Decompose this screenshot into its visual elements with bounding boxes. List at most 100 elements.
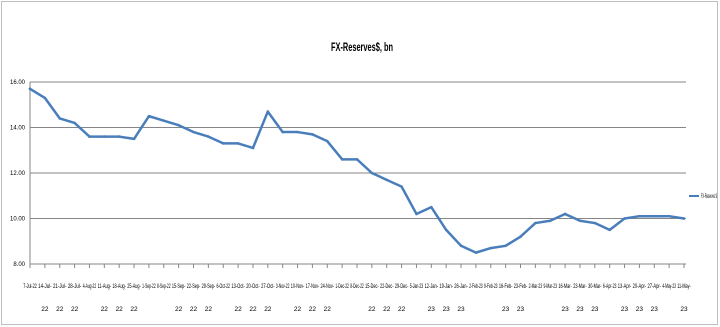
data-point bbox=[266, 110, 270, 113]
x-tick-label: 21-Jul-22 bbox=[53, 283, 67, 313]
x-tick-label: 11-Aug-22 bbox=[98, 283, 112, 313]
data-point bbox=[28, 87, 32, 91]
x-tick-label: 2-Feb-23 bbox=[469, 283, 483, 290]
data-point bbox=[296, 130, 299, 134]
data-point bbox=[281, 130, 284, 134]
data-point bbox=[682, 217, 686, 220]
x-tick-label: 14-Jul-22 bbox=[38, 283, 52, 313]
x-tick-label: 23-Mar-23 bbox=[573, 283, 587, 313]
x-tick-label: 24-Nov-22 bbox=[321, 283, 335, 313]
data-point bbox=[667, 214, 671, 218]
data-point bbox=[489, 246, 493, 250]
x-tick-label: 1-Sep-22 bbox=[142, 283, 156, 290]
x-tick-label: 13-Apr-23 bbox=[618, 283, 632, 313]
data-point bbox=[623, 217, 626, 220]
legend: FX-Reserves $ bbox=[689, 194, 717, 200]
data-point bbox=[400, 185, 403, 188]
x-tick-label: 12-Jan-23 bbox=[425, 283, 439, 313]
data-point bbox=[638, 214, 641, 218]
data-point bbox=[311, 133, 314, 136]
data-point bbox=[534, 221, 537, 225]
data-point bbox=[459, 244, 463, 248]
data-point bbox=[474, 251, 478, 254]
y-tick-label: 14.00 bbox=[10, 126, 26, 132]
x-tick-label: 8-Dec-22 bbox=[350, 283, 364, 290]
data-point bbox=[504, 244, 507, 248]
data-point bbox=[58, 117, 62, 120]
x-tick-label: 4-May-23 bbox=[662, 283, 676, 290]
x-tick-label: 26-Jan-23 bbox=[454, 283, 468, 313]
x-tick-label: 11-May-23 bbox=[677, 283, 691, 313]
x-tick-label: 27-Oct-22 bbox=[261, 283, 275, 313]
data-point bbox=[652, 214, 656, 218]
x-tick-label: 23-Feb-23 bbox=[514, 283, 528, 313]
data-point bbox=[251, 146, 255, 150]
data-point bbox=[221, 142, 225, 145]
x-tick-label: 29-Dec-22 bbox=[395, 283, 409, 313]
data-point bbox=[415, 212, 418, 216]
data-point bbox=[73, 121, 76, 125]
data-point bbox=[519, 235, 522, 238]
x-tick-label: 17-Nov-22 bbox=[306, 283, 320, 313]
data-point bbox=[430, 205, 433, 209]
x-tick-label: 1-Dec-22 bbox=[335, 283, 349, 290]
x-tick-label: 20-Oct-22 bbox=[246, 283, 260, 313]
data-point bbox=[385, 178, 389, 182]
x-tick-label: 3-Nov-22 bbox=[276, 283, 290, 290]
y-axis: 8.00 10.00 12.00 14.00 16.00 bbox=[10, 80, 31, 268]
data-point bbox=[103, 135, 106, 138]
x-tick-label: 7-Jul-22 bbox=[23, 283, 37, 290]
y-tick-label: 8.00 bbox=[13, 262, 25, 268]
x-tick-label: 5-Jan-23 bbox=[410, 283, 424, 290]
x-tick-label: 15-Sep-22 bbox=[172, 283, 186, 313]
data-point bbox=[563, 212, 567, 216]
data-point bbox=[132, 137, 136, 141]
x-tick-label: 27-Apr-23 bbox=[648, 283, 662, 313]
data-point bbox=[117, 135, 121, 138]
data-point bbox=[355, 158, 359, 161]
data-point bbox=[340, 158, 344, 161]
x-tick-label: 19-Jan-23 bbox=[439, 283, 453, 313]
data-point bbox=[593, 221, 597, 225]
data-point bbox=[578, 219, 582, 223]
data-point bbox=[207, 135, 210, 138]
x-tick-label: 30-Mar-23 bbox=[588, 283, 602, 313]
x-tick-label: 13-Oct-22 bbox=[231, 283, 245, 313]
data-point bbox=[325, 139, 329, 143]
x-tick-label: 25-Aug-22 bbox=[127, 283, 141, 313]
data-point bbox=[608, 228, 611, 232]
chart-title: FX-Reserves$, bn bbox=[331, 40, 393, 54]
data-point bbox=[370, 171, 374, 175]
data-point bbox=[177, 123, 180, 127]
x-tick-label: 18-Aug-22 bbox=[112, 283, 126, 313]
x-tick-label: 22-Sep-22 bbox=[187, 283, 201, 313]
x-tick-label: 28-Jul-22 bbox=[68, 283, 82, 313]
x-tick-label: 6-Apr-23 bbox=[603, 283, 617, 290]
x-tick-label: 15-Dec-22 bbox=[365, 283, 379, 313]
data-point bbox=[192, 130, 195, 134]
data-point bbox=[88, 135, 91, 138]
legend-label: FX-Reserves $ bbox=[701, 194, 717, 200]
data-point bbox=[43, 96, 47, 100]
x-tick-label: 16-Mar-23 bbox=[558, 283, 572, 313]
x-tick-label: 6-Oct-22 bbox=[216, 283, 230, 290]
data-point bbox=[162, 119, 166, 122]
x-tick-label: 9-Mar-23 bbox=[543, 283, 557, 290]
x-tick-label: 29-Sep-22 bbox=[202, 283, 216, 313]
data-point bbox=[548, 219, 552, 223]
x-tick-label: 20-Apr-23 bbox=[633, 283, 647, 313]
x-axis: 7-Jul-22 14-Jul-2221-Jul-2228-Jul-224-Aug… bbox=[23, 264, 691, 313]
x-tick-label: 8-Sep-22 bbox=[157, 283, 171, 290]
x-tick-label: 16-Feb-23 bbox=[499, 283, 513, 313]
x-tick-label: 4-Aug-22 bbox=[83, 283, 97, 290]
y-tick-label: 16.00 bbox=[10, 80, 26, 86]
x-tick-label: 9-Feb-23 bbox=[484, 283, 498, 290]
x-tick-label: 22-Dec-22 bbox=[380, 283, 394, 313]
x-tick-label: 10-Nov-22 bbox=[291, 283, 305, 313]
data-point bbox=[444, 228, 448, 232]
x-tick-label: 2-Mar-23 bbox=[529, 283, 543, 290]
y-tick-label: 12.00 bbox=[10, 171, 26, 177]
data-point bbox=[147, 114, 151, 118]
y-tick-label: 10.00 bbox=[10, 217, 26, 223]
